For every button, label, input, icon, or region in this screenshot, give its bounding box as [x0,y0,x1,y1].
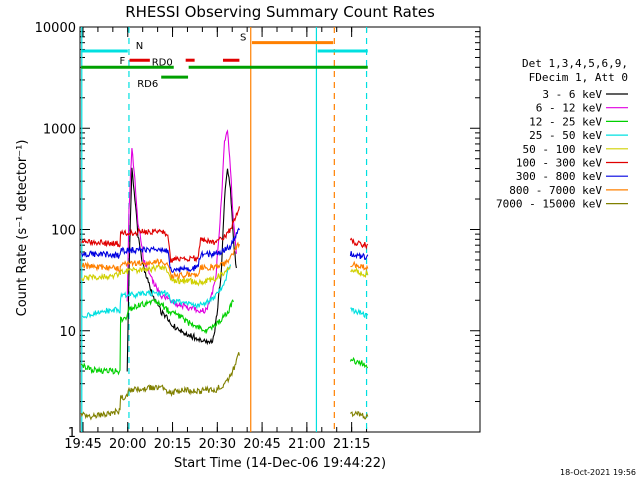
x-tick-label: 19:45 [64,437,101,452]
legend-entry-label: 25 - 50 keV [529,129,602,142]
series-line [80,352,369,421]
plot-area: 1 10 100 1000 10000 19:45 20:00 20:15 20:30 20:45… [35,21,481,452]
legend-entry-label: 300 - 800 keV [516,170,602,183]
legend: Det 1,3,4,5,6,9,FDecim 1, Att 0 3 - 6 keV… [496,57,628,211]
y-tick-label: 10000 [35,21,76,36]
flag-label: RD6 [137,79,158,90]
flag-label: S [240,33,246,44]
series-line [81,264,369,319]
legend-entry-label: 7000 - 15000 keV [496,198,602,211]
x-tick-label: 20:45 [243,437,280,452]
x-tick-label: 21:15 [333,437,370,452]
flag-label: F [120,56,126,67]
x-tick-label: 20:00 [109,437,146,452]
x-tick-label: 20:30 [199,437,236,452]
y-axis-label: Count Rate (s⁻¹ detector⁻¹) [15,140,30,317]
footer-timestamp: 18-Oct-2021 19:56 [560,468,636,477]
legend-header: Det 1,3,4,5,6,9, [522,57,628,70]
flag-label: RD0 [152,57,173,68]
y-tick-label: 100 [51,224,76,239]
series-line [81,206,369,263]
flag-label: N [136,41,143,52]
x-tick-label: 21:00 [288,437,325,452]
y-tick-label: 1000 [43,122,76,137]
legend-entry-label: 12 - 25 keV [529,115,602,128]
series-line [81,227,369,273]
series-line [81,241,369,280]
y-tick-label: 10 [59,325,76,340]
legend-entry-label: 800 - 7000 keV [509,184,602,197]
legend-entry-label: 50 - 100 keV [523,143,603,156]
series-line [81,263,369,287]
x-axis-label: Start Time (14-Dec-06 19:44:22) [174,456,386,471]
series-line [126,167,237,372]
series-line [80,298,368,376]
y-tick-label: 1 [68,426,76,441]
x-tick-label: 20:15 [154,437,191,452]
legend-entry-label: 6 - 12 keV [536,102,603,115]
chart-title: RHESSI Observing Summary Count Rates [125,3,435,21]
legend-header: FDecim 1, Att 0 [529,71,628,84]
legend-entry-label: 100 - 300 keV [516,157,602,170]
legend-entry-label: 3 - 6 keV [542,88,602,101]
